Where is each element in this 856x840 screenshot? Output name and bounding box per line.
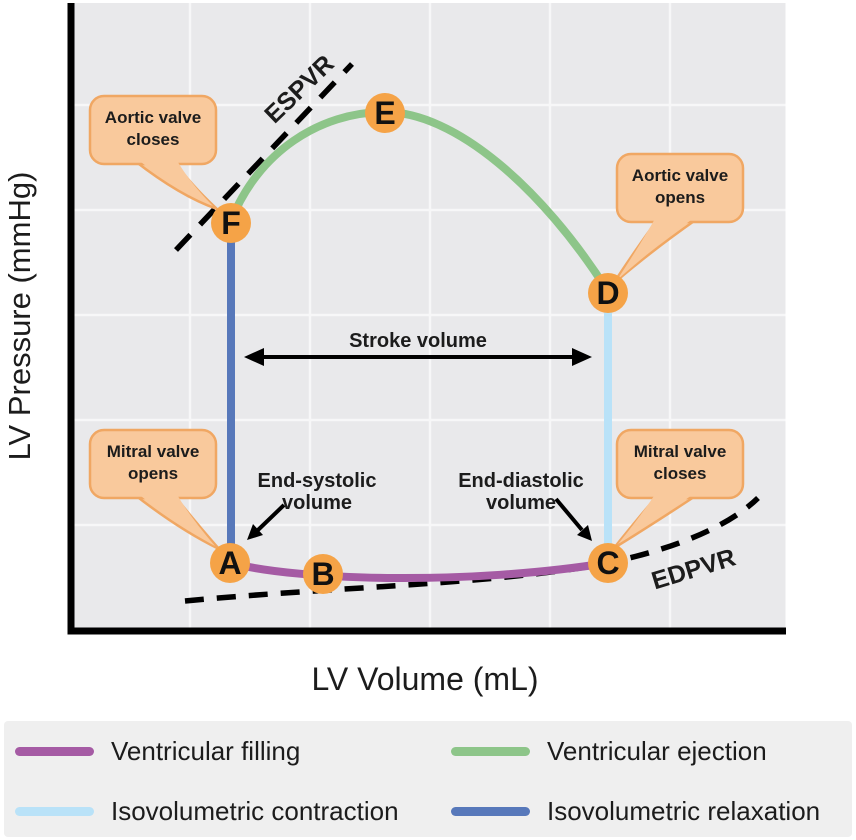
stroke-volume-label: Stroke volume: [349, 330, 487, 352]
bubble-text: Aortic valve: [105, 108, 201, 127]
point-E: E: [365, 93, 405, 133]
legend-item-ventricular-filling: Ventricular filling: [15, 736, 451, 767]
axis-lines: [67, 3, 786, 635]
bubble-text: closes: [127, 130, 180, 149]
bubble-text: closes: [654, 464, 707, 483]
point-F: F: [211, 203, 251, 243]
gridlines: [74, 3, 786, 630]
x-axis-label: LV Volume (mL): [311, 661, 538, 697]
point-label: B: [311, 556, 334, 592]
bubble-text: Mitral valve: [107, 442, 200, 461]
end-systolic-label-line1: End-systolic: [258, 470, 377, 492]
legend-item-ventricular-ejection: Ventricular ejection: [451, 736, 852, 767]
arrow-head-right: [572, 348, 592, 366]
legend-label: Isovolumetric contraction: [111, 795, 399, 826]
espvr-dashed-line: [174, 62, 354, 252]
legend-label: Ventricular filling: [111, 735, 301, 766]
point-label: E: [374, 95, 395, 131]
relaxation-swatch: [451, 806, 530, 816]
bubble-mitral-closes: Mitral valve closes: [613, 428, 745, 550]
bubble-text: Mitral valve: [634, 442, 727, 461]
bubble-mitral-opens: Mitral valve opens: [88, 428, 220, 551]
end-diastolic-arrow: [554, 497, 592, 541]
point-label: F: [221, 205, 241, 241]
ventricular-filling-curve: [227, 559, 611, 582]
point-C: C: [588, 543, 628, 583]
bubble-text: opens: [655, 188, 705, 207]
legend-label: Ventricular ejection: [547, 735, 767, 766]
legend-item-isovolumetric-relaxation: Isovolumetric relaxation: [451, 796, 852, 827]
pv-loop-figure: Aortic valve closes Aortic valve opens M…: [2, 3, 786, 697]
end-diastolic-label-line1: End-diastolic: [458, 470, 584, 492]
y-axis-label: LV Pressure (mmHg): [2, 172, 37, 461]
point-B: B: [303, 554, 343, 594]
point-label: A: [218, 545, 241, 581]
ejection-swatch: [451, 746, 530, 756]
legend-label: Isovolumetric relaxation: [547, 795, 821, 826]
filling-swatch: [15, 746, 94, 756]
contraction-swatch: [15, 806, 94, 816]
point-A: A: [210, 543, 250, 583]
end-diastolic-label-line2: volume: [486, 492, 556, 514]
end-systolic-label-line2: volume: [282, 492, 352, 514]
legend: Ventricular filling Ventricular ejection…: [4, 721, 852, 837]
point-D: D: [588, 273, 628, 313]
stroke-volume-arrow: [244, 348, 592, 366]
bubble-text: Aortic valve: [632, 166, 728, 185]
legend-item-isovolumetric-contraction: Isovolumetric contraction: [15, 796, 451, 827]
point-label: D: [596, 275, 619, 311]
point-label: C: [596, 545, 619, 581]
bubble-text: opens: [128, 464, 178, 483]
arrow-head-left: [244, 348, 264, 366]
end-systolic-arrow: [247, 503, 286, 540]
